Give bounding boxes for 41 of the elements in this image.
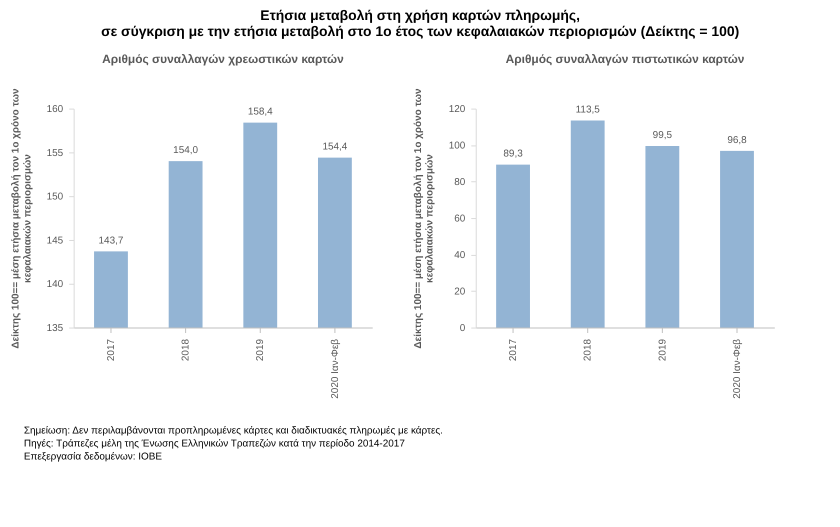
- data-label: 89,3: [503, 148, 524, 160]
- y-axis-title: Δείκτης 100== μέση ετήσια μεταβολή τον 1ο χρόνο των κεφαλαιακών περιορισμών: [10, 88, 34, 349]
- y-tick-label: 120: [448, 104, 466, 116]
- y-axis-title: Δείκτης 100== μέση ετήσια μεταβολή τον 1ο χρόνο των κεφαλαιακών περιορισμών: [412, 88, 436, 349]
- x-tick-label: 2019: [255, 338, 266, 362]
- data-label: 158,4: [248, 106, 274, 118]
- y-tick-label: 140: [46, 279, 64, 290]
- y-tick-label: 80: [454, 177, 466, 188]
- x-tick-label: 2018: [180, 338, 192, 362]
- y-tick-label: 135: [46, 323, 64, 334]
- y-tick-label: 155: [46, 148, 64, 159]
- chart-subtitle: Αριθμός συναλλαγών χρεωστικών καρτών: [102, 52, 344, 66]
- text: Επεξεργασία δεδομένων: ΙΟΒΕ: [24, 451, 162, 462]
- text: Ετήσια μεταβολή στη χρήση καρτών πληρωμής, σε σύγκριση με την ετήσια μεταβολή στο 1ο έτος των κεφαλαιακών περιορισμών (Δείκτης = 100): [101, 7, 740, 40]
- bar: [645, 146, 680, 328]
- x-tick-label: 2017: [106, 338, 117, 362]
- bar: [570, 120, 605, 328]
- y-tick-label: 40: [454, 250, 466, 262]
- data-label: 154,0: [173, 145, 199, 156]
- x-tick-label: 2020 Ιαν-Φεβ: [732, 338, 743, 399]
- y-tick-label: 160: [46, 104, 64, 116]
- chart-subtitle: Αριθμός συναλλαγών πιστωτικών καρτών: [506, 52, 745, 66]
- data-label: 96,8: [727, 134, 748, 146]
- text: Σημείωση: Δεν περιλαμβάνονται προπληρωμένες κάρτες και διαδικτυακές πληρωμές με κάρτες.: [24, 426, 443, 437]
- data-label: 99,5: [652, 130, 672, 142]
- y-tick-label: 0: [460, 323, 466, 334]
- y-tick-label: 60: [454, 214, 466, 225]
- bar: [496, 164, 530, 328]
- y-tick-label: 100: [448, 140, 466, 152]
- text: Πηγές: Τράπεζες μέλη της Ένωσης Ελληνικών Τραπεζών κατά την περίοδο 2014-2017: [24, 438, 406, 450]
- x-tick-label: 2019: [657, 338, 668, 362]
- data-label: 143,7: [98, 235, 124, 246]
- y-tick-label: 20: [454, 286, 466, 298]
- y-tick-label: 150: [46, 192, 64, 203]
- x-tick-label: 2018: [582, 338, 594, 362]
- x-tick-label: 2020 Ιαν-Φεβ: [330, 338, 341, 399]
- data-label: 154,4: [322, 142, 348, 153]
- data-label: 113,5: [576, 104, 600, 116]
- y-tick-label: 145: [46, 235, 64, 246]
- x-tick-label: 2017: [508, 338, 520, 362]
- bar: [720, 150, 754, 328]
